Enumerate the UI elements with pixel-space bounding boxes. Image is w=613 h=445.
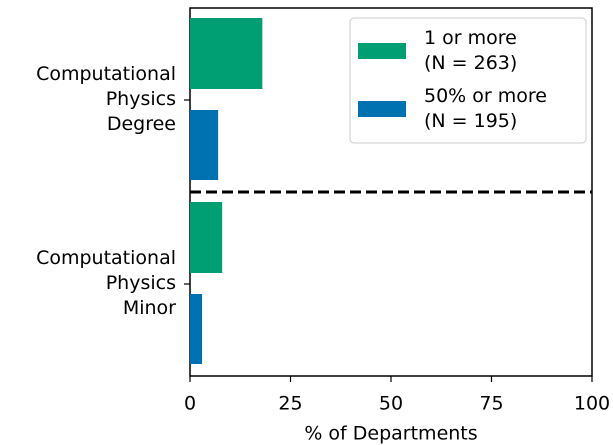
bar xyxy=(190,202,223,273)
legend-swatch xyxy=(358,101,406,117)
x-axis-label: % of Departments xyxy=(304,423,477,445)
x-tick-label: 75 xyxy=(479,393,503,415)
x-tick-label: 0 xyxy=(184,393,196,415)
x-tick-label: 50 xyxy=(379,393,403,415)
bar xyxy=(190,18,263,89)
bar xyxy=(190,294,203,364)
legend-box xyxy=(349,17,587,144)
legend-label: 50% or more (N = 195) xyxy=(424,85,547,132)
y-tick-label: Computational Physics Minor xyxy=(36,247,176,319)
legend-swatch xyxy=(358,43,406,59)
bar xyxy=(190,110,219,180)
y-tick-label: Computational Physics Degree xyxy=(36,63,176,135)
x-tick-label: 100 xyxy=(574,393,610,415)
legend-label: 1 or more (N = 263) xyxy=(424,27,518,74)
x-tick-label: 25 xyxy=(278,393,302,415)
